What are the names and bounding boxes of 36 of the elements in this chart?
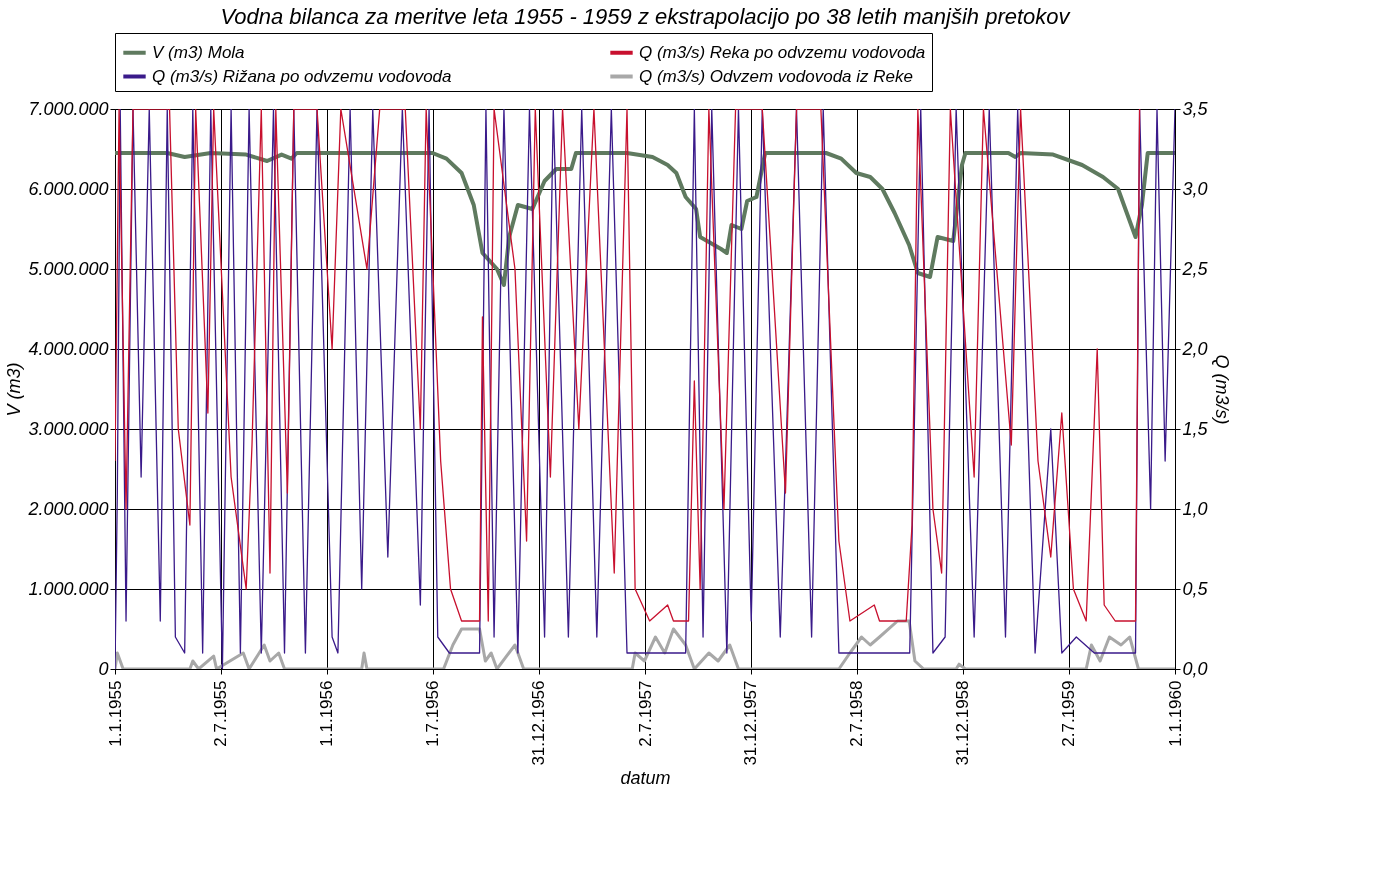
x-tick-label: 2.7.1955 (211, 680, 231, 747)
legend-label: Q (m3/s) Reka po odvzemu vodovoda (639, 42, 926, 62)
y2-tick-label: 1,5 (1182, 418, 1209, 439)
y-tick-label: 5.000.000 (28, 258, 109, 279)
y2-tick-label: 2,0 (1181, 338, 1208, 359)
x-tick-label: 31.12.1956 (529, 680, 549, 766)
y-axis-title: V (m3) (4, 362, 25, 417)
y2-tick-label: 1,0 (1182, 498, 1208, 519)
x-tick-label: 31.12.1957 (741, 680, 761, 766)
y2-axis-title: Q (m3/s) (1211, 354, 1232, 425)
x-tick-label: 1.7.1956 (423, 680, 443, 747)
y-tick-label: 6.000.000 (28, 178, 109, 199)
legend-label: Q (m3/s) Rižana po odvzemu vodovoda (152, 66, 452, 86)
x-tick-label: 1.1.1956 (317, 680, 337, 747)
x-tick-label: 31.12.1958 (953, 680, 973, 766)
line-series (115, 619, 1175, 669)
x-tick-label: 2.7.1958 (847, 680, 867, 747)
y2-tick-label: 2,5 (1181, 258, 1209, 279)
chart-title: Vodna bilanca za meritve leta 1955 - 1959 z ekstrapolacijo po 38 letih manjših pretokov (220, 3, 1072, 29)
y-tick-label: 2.000.000 (27, 498, 109, 519)
y-tick-label: 0 (98, 658, 109, 679)
x-tick-label: 1.1.1955 (105, 680, 125, 747)
x-axis-title: datum (620, 767, 671, 788)
legend-label: V (m3) Mola (152, 42, 245, 62)
x-tick-label: 1.1.1960 (1165, 680, 1185, 747)
x-tick-label: 2.7.1957 (635, 680, 655, 747)
y2-tick-label: 3,5 (1182, 98, 1209, 119)
y-tick-label: 7.000.000 (28, 98, 109, 119)
y-tick-label: 4.000.000 (28, 338, 109, 359)
x-tick-label: 2.7.1959 (1059, 680, 1079, 747)
legend-label: Q (m3/s) Odvzem vodovoda iz Reke (639, 66, 913, 86)
y-tick-label: 1.000.000 (28, 578, 109, 599)
y2-tick-label: 0,0 (1182, 658, 1208, 679)
y2-tick-label: 3,0 (1182, 178, 1208, 199)
y-tick-label: 3.000.000 (28, 418, 109, 439)
y2-tick-label: 0,5 (1182, 578, 1209, 599)
